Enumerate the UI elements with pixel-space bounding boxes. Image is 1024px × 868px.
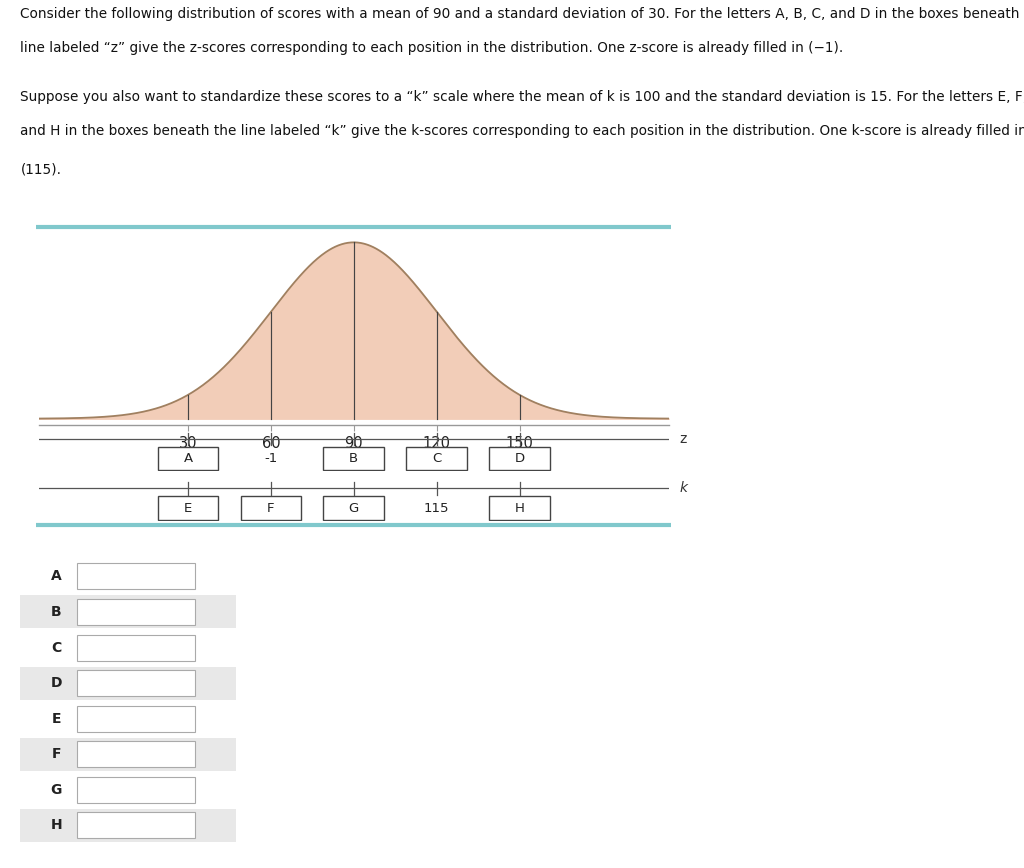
Text: Consider the following distribution of scores with a mean of 90 and a standard d: Consider the following distribution of s… xyxy=(20,7,1024,21)
Text: B: B xyxy=(51,605,61,619)
FancyBboxPatch shape xyxy=(158,447,218,470)
FancyBboxPatch shape xyxy=(324,447,384,470)
Text: C: C xyxy=(51,641,61,654)
Text: E: E xyxy=(51,712,61,726)
FancyBboxPatch shape xyxy=(407,447,467,470)
Text: line labeled “z” give the z-scores corresponding to each position in the distrib: line labeled “z” give the z-scores corre… xyxy=(20,41,844,55)
Text: k: k xyxy=(680,481,688,496)
Text: Suppose you also want to standardize these scores to a “k” scale where the mean : Suppose you also want to standardize the… xyxy=(20,90,1024,104)
Text: 115: 115 xyxy=(424,502,450,515)
FancyBboxPatch shape xyxy=(158,496,218,520)
Text: H: H xyxy=(50,819,62,832)
Text: D: D xyxy=(50,676,62,690)
Text: A: A xyxy=(183,452,193,465)
Text: H: H xyxy=(515,502,524,515)
Text: F: F xyxy=(267,502,274,515)
Text: -1: -1 xyxy=(264,452,278,465)
Text: B: B xyxy=(349,452,358,465)
Text: D: D xyxy=(514,452,524,465)
Text: G: G xyxy=(50,783,62,797)
FancyBboxPatch shape xyxy=(489,496,550,520)
Text: z: z xyxy=(680,431,687,446)
Text: C: C xyxy=(432,452,441,465)
Text: (115).: (115). xyxy=(20,162,61,176)
Text: F: F xyxy=(51,747,61,761)
Text: E: E xyxy=(184,502,193,515)
Text: A: A xyxy=(51,569,61,583)
Text: and H in the boxes beneath the line labeled “k” give the k-scores corresponding : and H in the boxes beneath the line labe… xyxy=(20,124,1024,138)
Text: G: G xyxy=(348,502,359,515)
FancyBboxPatch shape xyxy=(324,496,384,520)
FancyBboxPatch shape xyxy=(241,496,301,520)
FancyBboxPatch shape xyxy=(489,447,550,470)
